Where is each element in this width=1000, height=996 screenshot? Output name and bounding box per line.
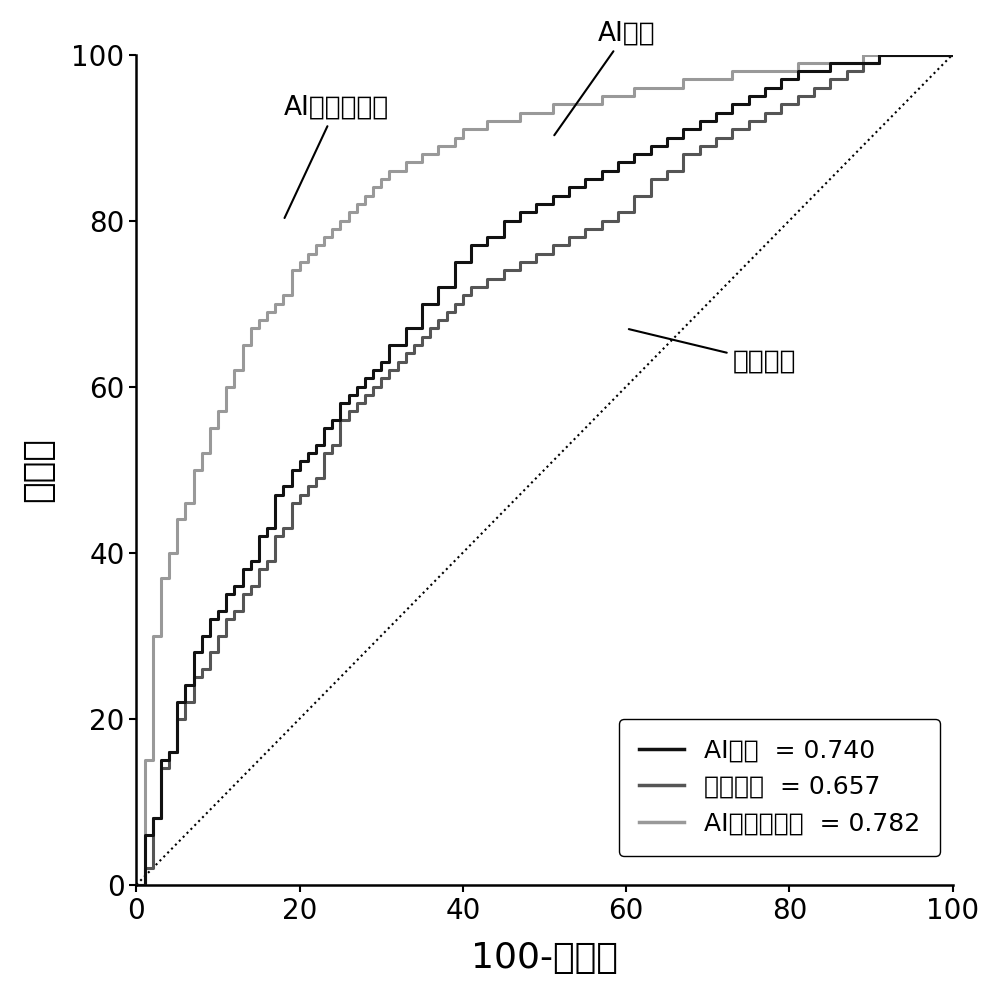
Legend: AI影像  = 0.740, 肉眼影像  = 0.657, AI影像加临床  = 0.782: AI影像 = 0.740, 肉眼影像 = 0.657, AI影像加临床 = 0.…	[619, 718, 940, 856]
X-axis label: 100-特异度: 100-特异度	[471, 941, 618, 975]
Y-axis label: 敏感度: 敏感度	[21, 437, 55, 502]
Text: 肉眼影像: 肉眼影像	[629, 329, 796, 374]
Text: AI影像: AI影像	[554, 20, 655, 135]
Text: AI影像加临床: AI影像加临床	[283, 95, 389, 218]
